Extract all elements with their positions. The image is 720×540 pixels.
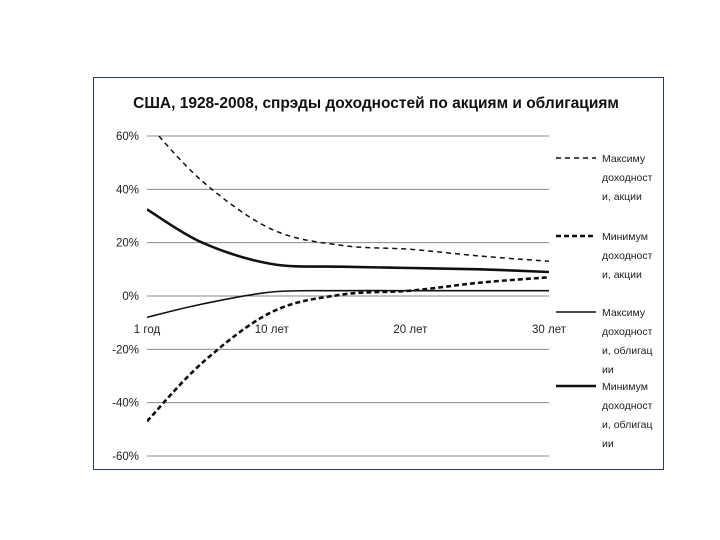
legend-label-3: доходност: [602, 326, 653, 338]
y-tick-label: 60%: [116, 131, 139, 143]
y-tick-label: 40%: [116, 184, 139, 196]
grid-layer: [147, 135, 549, 457]
chart-svg: США, 1928-2008, спрэды доходностей по ак…: [112, 95, 653, 463]
legend-label-3: ии: [602, 364, 614, 376]
legend-layer: Максиму доходност и, акции Минимум доходност…: [556, 153, 653, 450]
x-tick-label: 1 год: [134, 324, 161, 336]
axis-layer: 60% 40% 20% 0% -20% -40% -60% 1 год 10 лет 20 лет…: [112, 131, 567, 463]
y-tick-label: 20%: [116, 238, 139, 250]
legend-label-2: и, акции: [602, 269, 642, 281]
legend-label-4: ии: [602, 438, 614, 450]
chart-title: США, 1928-2008, спрэды доходностей по ак…: [133, 95, 619, 112]
legend-label-3: Максиму: [602, 307, 646, 319]
legend-label-2: Минимум: [602, 231, 648, 243]
legend-label-2: доходност: [602, 250, 653, 262]
legend-label-4: и, облигац: [602, 419, 653, 431]
legend-label-3: и, облигац: [602, 345, 653, 357]
x-tick-label: 10 лет: [255, 324, 290, 336]
series-line-4: [147, 208, 549, 274]
legend-label-1: доходност: [602, 172, 653, 184]
series-line-1: [157, 136, 549, 263]
y-tick-label: 0%: [122, 291, 139, 303]
series-line-3: [147, 289, 549, 319]
series-layer: [147, 136, 549, 423]
series-line-2: [147, 276, 549, 423]
legend-label-4: Минимум: [602, 381, 648, 393]
chart-frame: США, 1928-2008, спрэды доходностей по ак…: [93, 77, 664, 470]
y-tick-label: -60%: [112, 451, 139, 463]
x-tick-label: 30 лет: [532, 324, 567, 336]
y-tick-label: -20%: [112, 344, 139, 356]
legend-label-1: Максиму: [602, 153, 646, 165]
legend-label-1: и, акции: [602, 191, 642, 203]
y-tick-label: -40%: [112, 398, 139, 410]
x-tick-label: 20 лет: [393, 324, 428, 336]
legend-label-4: доходност: [602, 400, 653, 412]
